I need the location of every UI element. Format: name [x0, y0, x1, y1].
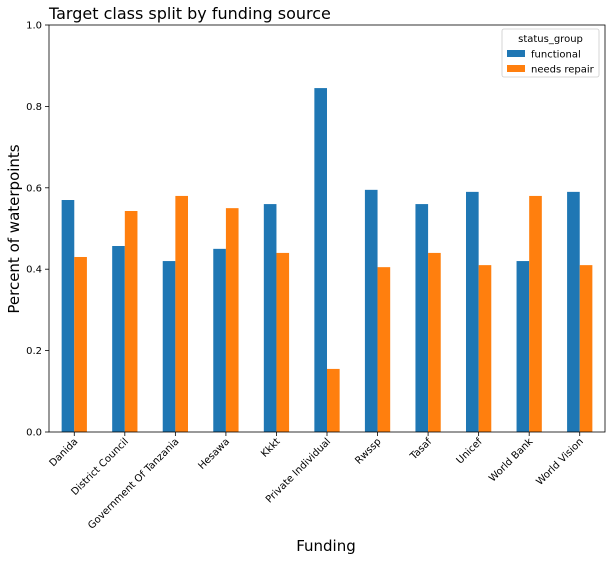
x-tick-label: Tasaf: [408, 436, 435, 463]
bar-needs-repair-rwssp: [377, 267, 391, 432]
bar-functional-world-vision: [567, 191, 580, 432]
x-tick-label: Kkkt: [259, 436, 282, 459]
bar-functional-rwssp: [364, 189, 378, 432]
bar-functional-world-bank: [516, 261, 530, 432]
x-tick-label: Government Of Tanzania: [86, 436, 181, 531]
x-tick-label: Unicef: [455, 436, 485, 466]
y-tick-label: 0.4: [26, 265, 42, 276]
bar-functional-private-individual: [314, 88, 327, 432]
bar-functional-hesawa: [213, 248, 226, 432]
bar-needs-repair-unicef: [478, 265, 492, 432]
x-tick-label: World Bank: [487, 436, 535, 484]
x-tick-label: Rwssp: [353, 436, 383, 466]
bar-needs-repair-private-individual: [327, 368, 340, 432]
bar-needs-repair-world-bank: [529, 195, 542, 432]
x-tick-label: World Vision: [534, 436, 585, 487]
chart-title: Target class split by funding source: [48, 4, 331, 23]
legend-label: functional: [531, 50, 581, 61]
legend-swatch-needs-repair: [507, 65, 525, 72]
y-axis: 0.0 0.2 0.4 0.6 0.8 1.0: [26, 21, 49, 439]
bar-functional-kkkt: [263, 204, 277, 432]
x-tick-label: Danida: [48, 436, 81, 469]
y-axis-label: Percent of waterpoints: [5, 144, 23, 313]
x-tick-label: Hesawa: [196, 436, 232, 472]
bar-needs-repair-district-council: [124, 211, 138, 432]
bar-functional-tasaf: [415, 204, 429, 432]
y-tick-label: 0.2: [26, 346, 42, 357]
y-tick-label: 0.0: [26, 428, 42, 439]
bar-needs-repair-hesawa: [225, 208, 239, 432]
y-tick-label: 0.6: [26, 183, 42, 194]
x-axis-label: Funding: [296, 537, 356, 555]
legend-swatch-functional: [507, 50, 525, 57]
bar-needs-repair-government-of-tanzania: [175, 195, 188, 432]
legend-label: needs repair: [531, 65, 595, 76]
legend-box: [501, 28, 600, 78]
y-tick-label: 0.8: [26, 102, 42, 113]
bar-needs-repair-tasaf: [428, 252, 441, 432]
legend: status_group functional needs repair: [501, 28, 600, 78]
bar-functional-government-of-tanzania: [162, 261, 176, 432]
y-tick-label: 1.0: [26, 21, 42, 32]
bars-group: [61, 88, 593, 432]
bar-functional-district-council: [112, 246, 125, 432]
bar-functional-unicef: [466, 191, 479, 432]
bar-needs-repair-world-vision: [579, 265, 593, 432]
bar-needs-repair-kkkt: [276, 252, 290, 432]
bar-functional-danida: [61, 200, 75, 432]
bar-needs-repair-danida: [74, 256, 87, 432]
plot-frame: [48, 24, 606, 433]
legend-title: status_group: [518, 34, 583, 45]
